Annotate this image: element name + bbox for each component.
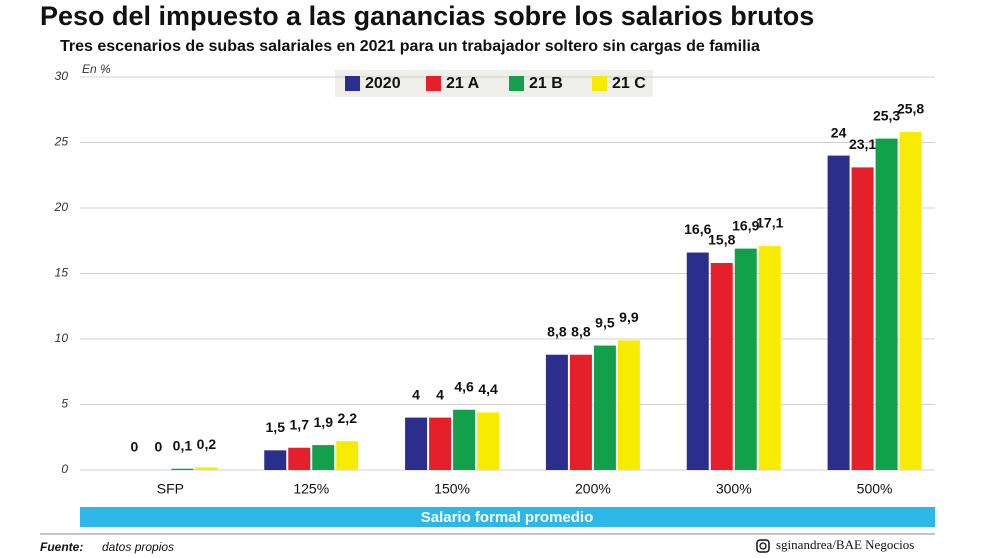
legend-label: 21 B xyxy=(529,75,563,92)
y-tick-label: 30 xyxy=(55,69,69,83)
source-label: Fuente: xyxy=(40,540,83,554)
data-label: 23,1 xyxy=(849,136,876,152)
data-label: 24 xyxy=(831,124,847,140)
bar xyxy=(617,340,640,470)
bar xyxy=(288,447,311,470)
legend-label: 21 C xyxy=(612,75,646,92)
chart-title: Peso del impuesto a las ganancias sobre … xyxy=(40,1,814,31)
data-label: 25,3 xyxy=(873,107,900,123)
bar xyxy=(875,138,898,470)
source: datos propios xyxy=(102,540,174,554)
bar xyxy=(569,354,592,470)
data-label: 0,2 xyxy=(197,436,217,452)
data-label: 9,5 xyxy=(595,314,615,330)
data-label: 17,1 xyxy=(756,215,783,231)
legend-label: 21 A xyxy=(446,75,480,92)
bar xyxy=(545,354,568,470)
bar xyxy=(686,252,709,470)
legend-label: 2020 xyxy=(365,75,401,92)
bar xyxy=(453,409,476,470)
bar xyxy=(899,132,922,470)
bar xyxy=(710,263,733,470)
data-label: 0 xyxy=(131,439,139,455)
y-tick-label: 25 xyxy=(54,135,69,149)
data-label: 25,8 xyxy=(897,101,924,117)
data-label: 1,9 xyxy=(314,414,334,430)
legend-swatch xyxy=(426,76,441,91)
legend-swatch xyxy=(592,76,607,91)
bar xyxy=(405,417,428,470)
x-tick-label: 125% xyxy=(293,481,329,497)
data-label: 1,7 xyxy=(290,416,310,432)
bar xyxy=(758,245,781,470)
bar xyxy=(312,445,335,470)
bar xyxy=(477,412,500,470)
bar xyxy=(827,155,850,470)
bar xyxy=(851,167,874,470)
data-label: 9,9 xyxy=(619,309,639,325)
y-tick-label: 20 xyxy=(54,200,69,214)
x-tick-label: 200% xyxy=(575,481,611,497)
y-tick-label: 5 xyxy=(61,397,68,411)
y-axis-label: En % xyxy=(82,62,111,76)
legend-swatch xyxy=(345,76,360,91)
data-label: 0,1 xyxy=(173,437,193,453)
bar xyxy=(264,450,287,470)
y-tick-label: 15 xyxy=(55,266,69,280)
data-label: 16,6 xyxy=(684,221,711,237)
data-label: 4 xyxy=(436,386,444,402)
x-tick-label: 500% xyxy=(857,481,893,497)
bar xyxy=(195,467,218,470)
x-tick-label: 150% xyxy=(434,481,470,497)
data-label: 15,8 xyxy=(708,232,735,248)
data-label: 16,9 xyxy=(732,217,759,233)
instagram-icon xyxy=(756,539,770,553)
data-label: 1,5 xyxy=(266,419,286,435)
data-label: 2,2 xyxy=(338,410,358,426)
data-label: 4,4 xyxy=(478,381,498,397)
instagram-icon-lens xyxy=(759,542,767,550)
data-label: 4 xyxy=(412,386,420,402)
credit: sginandrea/BAE Negocios xyxy=(776,537,914,552)
data-label: 0 xyxy=(155,439,163,455)
y-tick-label: 10 xyxy=(55,331,69,345)
x-axis-title: Salario formal promedio xyxy=(421,509,594,526)
data-label: 8,8 xyxy=(547,323,567,339)
x-tick-label: 300% xyxy=(716,481,752,497)
x-axis-band xyxy=(80,507,935,527)
chart-subtitle: Tres escenarios de subas salariales en 2… xyxy=(60,38,760,55)
data-label: 8,8 xyxy=(571,323,591,339)
bar xyxy=(734,248,757,470)
legend-swatch xyxy=(509,76,524,91)
bar xyxy=(336,441,359,470)
bar xyxy=(593,345,616,470)
x-tick-label: SFP xyxy=(157,481,184,497)
bar xyxy=(429,417,452,470)
bar xyxy=(171,468,194,470)
data-label: 4,6 xyxy=(454,378,474,394)
y-tick-label: 0 xyxy=(61,462,68,476)
